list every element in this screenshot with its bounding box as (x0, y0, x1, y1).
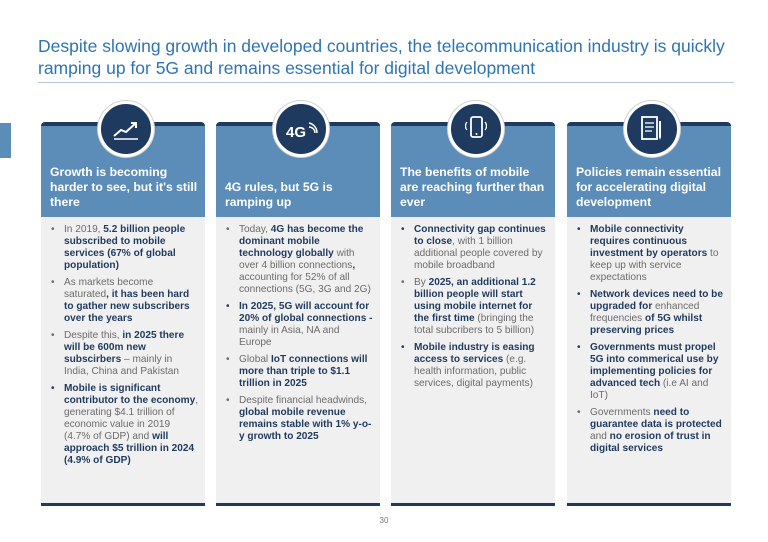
bullet-text: , generating $4.1 trillion of economic v… (64, 395, 199, 442)
bullet-dot: • (226, 395, 230, 406)
4g-signal-icon: 4G (273, 101, 329, 157)
column-body: • Mobile connectivity requires continuous… (567, 217, 731, 506)
bullet-item: • Despite this, in 2025 there will be 600… (49, 330, 199, 378)
bullet-text: By (414, 277, 429, 288)
bullet-emphasis-text: , (352, 260, 356, 271)
bullet-emphasis-text: Governments must propel 5G into commeric… (590, 342, 719, 389)
bullet-text: with over 4 billion connections (239, 248, 355, 271)
bullet-text: and (590, 431, 610, 442)
bullet-dot: • (51, 330, 55, 341)
bullet-emphasis-text: global mobile revenue remains stable wit… (239, 407, 372, 442)
bullet-dot: • (51, 383, 55, 394)
bullet-text: In 2019, (64, 224, 104, 235)
bullet-text: Despite this, (64, 330, 123, 341)
column-body: • Today, 4G has become the dominant mobil… (216, 217, 380, 506)
bullet-emphasis-text: Connectivity gap continues to close (414, 224, 546, 247)
bullet-dot: • (51, 277, 55, 288)
column-growth: Growth is becoming harder to see, but it… (41, 101, 205, 506)
smartphone-icon (448, 101, 504, 157)
bullet-emphasis-text: In 2025, 5G will account for 20% of glob… (239, 301, 373, 324)
bullet-emphasis-text: 2025, an additional 1.2 billion people w… (414, 277, 536, 324)
column-body: • Connectivity gap continues to close, wi… (391, 217, 555, 506)
bullet-text: , with 1 billion additional people cover… (414, 236, 543, 271)
bullet-item: • Mobile connectivity requires continuous… (575, 224, 725, 284)
bullet-item: • Despite financial headwinds, global mob… (224, 395, 374, 443)
bullet-item: • By 2025, an additional 1.2 billion peop… (399, 277, 549, 337)
bullet-item: • Network devices need to be upgraded for… (575, 289, 725, 337)
bullet-dot: • (226, 224, 230, 235)
bullet-item: • In 2025, 5G will account for 20% of glo… (224, 301, 374, 349)
bullet-dot: • (51, 224, 55, 235)
title-divider (38, 82, 734, 83)
bullet-item: • Mobile is significant contributor to th… (49, 383, 199, 467)
column-header: Growth is becoming harder to see, but it… (41, 101, 205, 217)
side-tab-marker (0, 123, 11, 158)
column-header-label: 4G rules, but 5G is ramping up (225, 180, 333, 209)
column-header-label: The benefits of mobile are reaching furt… (400, 165, 545, 209)
page-title: Despite slowing growth in developed coun… (38, 36, 725, 78)
bullet-item: • As markets become saturated, it has bee… (49, 277, 199, 325)
column-header: The benefits of mobile are reaching furt… (391, 101, 555, 217)
bullet-emphasis-text: need to guarantee data is protected (590, 407, 722, 430)
page-number: 30 (379, 516, 389, 525)
bullet-text: (i.e AI and IoT) (590, 378, 709, 401)
bullet-item: • In 2019, 5.2 billion people subscribed … (49, 224, 199, 272)
policy-document-icon (624, 101, 680, 157)
growth-chart-icon (98, 101, 154, 157)
bullet-list: • Connectivity gap continues to close, wi… (391, 217, 555, 390)
bullet-emphasis-text: Mobile connectivity requires continuous … (590, 224, 708, 259)
bullet-emphasis-text: 4G has become the dominant mobile techno… (239, 224, 364, 259)
column-header: Policies remain essential for accelerati… (567, 101, 731, 217)
bullet-item: • Governments need to guarantee data is p… (575, 407, 725, 455)
column-body: • In 2019, 5.2 billion people subscribed … (41, 217, 205, 506)
4g-icon-text: 4G (286, 124, 306, 140)
bullet-dot: • (401, 342, 405, 353)
bullet-dot: • (401, 277, 405, 288)
column-mobile-benefits: The benefits of mobile are reaching furt… (391, 101, 555, 506)
bullet-item: • Today, 4G has become the dominant mobil… (224, 224, 374, 296)
bullet-emphasis-text: in 2025 there will be 600m new subscirbe… (64, 330, 185, 365)
bullet-emphasis-text: Mobile industry is easing access to serv… (414, 342, 535, 365)
bullet-emphasis-text: Network devices need to be upgraded for (590, 289, 723, 312)
bullet-emphasis-text: will approach $5 trillion in 2024 (4.9% … (64, 431, 195, 466)
bullet-emphasis-text: of 5G whilst preserving prices (590, 313, 703, 336)
column-header-label: Policies remain essential for accelerati… (576, 165, 721, 209)
column-header-label: Growth is becoming harder to see, but it… (50, 165, 198, 209)
bullet-text: Today, (239, 224, 271, 235)
column-policies: Policies remain essential for accelerati… (567, 101, 731, 506)
bullet-text: Despite financial headwinds, (239, 395, 367, 406)
bullet-dot: • (577, 224, 581, 235)
bullet-dot: • (226, 354, 230, 365)
bullet-text: Governments (590, 407, 654, 418)
bullet-list: • Today, 4G has become the dominant mobil… (216, 217, 380, 443)
bullet-text: – mainly in India, China and Pakistan (64, 354, 180, 377)
bullet-emphasis-text: IoT connections will more than triple to… (239, 354, 368, 389)
bullet-text: mainly in Asia, NA and Europe (239, 325, 340, 348)
bullet-emphasis-text: Mobile is significant contributor to the… (64, 383, 196, 406)
bullet-dot: • (226, 301, 230, 312)
bullet-item: • Mobile industry is easing access to ser… (399, 342, 549, 390)
bullet-text: accounting for 52% of all connections (5… (239, 272, 371, 295)
bullet-emphasis-text: , it has been hard to gather new subscri… (64, 289, 190, 324)
bullet-item: • Governments must propel 5G into commeri… (575, 342, 725, 402)
bullet-dot: • (577, 407, 581, 418)
bullet-dot: • (577, 289, 581, 300)
column-header: 4G 4G rules, but 5G is ramping up (216, 101, 380, 217)
bullet-text: (bringing the total subcribers to 5 bill… (414, 313, 535, 336)
bullet-item: • Connectivity gap continues to close, wi… (399, 224, 549, 272)
bullet-dot: • (401, 224, 405, 235)
bullet-item: • Global IoT connections will more than t… (224, 354, 374, 390)
bullet-text: Global (239, 354, 271, 365)
bullet-text: As markets become saturated (64, 277, 154, 300)
bullet-text: to keep up with service expectations (590, 248, 719, 283)
bullet-list: • Mobile connectivity requires continuous… (567, 217, 731, 455)
bullet-emphasis-text: 5.2 billion people subscribed to mobile … (64, 224, 186, 271)
bullet-list: • In 2019, 5.2 billion people subscribed … (41, 217, 205, 467)
bullet-text: enhanced frequencies (590, 301, 700, 324)
bullet-text: (e.g. health information, public service… (414, 354, 533, 389)
bullet-emphasis-text: no erosion of trust in digital services (590, 431, 711, 454)
bullet-dot: • (577, 342, 581, 353)
column-4g: 4G 4G rules, but 5G is ramping up • Today… (216, 101, 380, 506)
